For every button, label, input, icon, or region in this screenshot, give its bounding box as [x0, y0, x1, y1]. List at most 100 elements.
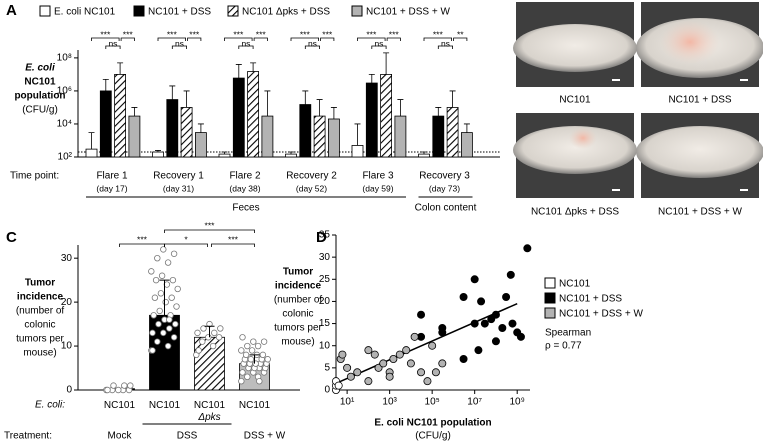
error-bar — [250, 62, 257, 72]
data-point — [410, 332, 419, 341]
y-tick-label: 10² — [58, 152, 73, 163]
data-point — [364, 346, 373, 355]
significance-label: *** — [433, 29, 444, 39]
data-point — [195, 347, 202, 354]
x-tick-label: 10⁷ — [467, 397, 482, 408]
significance-bracket — [91, 37, 120, 41]
y-axis-label: tumors per — [16, 334, 64, 345]
tissue — [636, 126, 763, 178]
data-point — [264, 356, 271, 363]
data-point — [389, 354, 398, 363]
bar — [394, 115, 407, 158]
bar — [432, 115, 445, 158]
error-bar — [368, 74, 375, 84]
bar — [114, 74, 126, 158]
error-bar — [197, 123, 204, 133]
x-sublabel: (day 52) — [296, 183, 327, 193]
y-axis-label: (number of — [274, 295, 323, 306]
y-tick-label: 10⁴ — [57, 119, 72, 130]
significance-bracket — [157, 37, 186, 41]
data-point — [149, 329, 156, 337]
data-point — [480, 319, 489, 328]
x-tick-label: Flare 1 — [96, 171, 128, 182]
data-point — [431, 368, 440, 377]
group-label: Colon content — [415, 203, 477, 214]
trend-line — [335, 302, 518, 385]
data-point — [254, 342, 262, 350]
data-point — [438, 328, 447, 337]
significance-label: ** — [457, 29, 464, 39]
y-axis-label: (CFU/g) — [22, 105, 58, 116]
x-sublabel: (day 31) — [163, 183, 194, 193]
y-axis-label: mouse) — [281, 337, 314, 348]
bar — [194, 336, 225, 391]
tumor — [660, 20, 720, 64]
significance-label: *** — [233, 29, 244, 39]
data-point — [248, 347, 256, 354]
bar — [285, 153, 297, 158]
data-point — [205, 334, 212, 341]
data-point — [477, 297, 486, 306]
error-bar — [117, 62, 124, 75]
data-point — [154, 338, 161, 345]
data-point — [199, 338, 206, 345]
significance-label: *** — [137, 234, 148, 244]
data-point — [164, 342, 172, 350]
data-point — [385, 372, 394, 381]
data-point — [173, 303, 180, 310]
data-point — [459, 354, 468, 363]
significance-bracket — [211, 243, 255, 247]
x-sublabel: (day 17) — [96, 183, 127, 193]
data-point — [156, 307, 163, 315]
stat-value: ρ = 0.77 — [545, 341, 582, 352]
bar — [194, 132, 207, 158]
bar — [446, 107, 459, 158]
bar — [180, 107, 193, 158]
legend-swatch — [544, 292, 556, 304]
data-point — [170, 334, 178, 341]
data-point — [110, 382, 117, 389]
error-bar — [249, 354, 260, 364]
x-axis-label: (CFU/g) — [415, 431, 451, 442]
x-tick-label: Recovery 2 — [286, 171, 337, 182]
x-sublabel: (day 73) — [429, 183, 460, 193]
y-axis-label: colonic — [282, 309, 313, 320]
data-point — [498, 323, 507, 332]
y-tick-label: 30 — [61, 253, 73, 264]
row-label: E. coli: — [35, 400, 65, 411]
significance-label: ns — [241, 38, 250, 48]
significance-label: ns — [175, 38, 184, 48]
significance-label: *** — [389, 29, 400, 39]
significance-bracket — [371, 45, 387, 49]
error-bar — [183, 90, 190, 108]
error-bar — [302, 90, 309, 105]
error-bar — [102, 78, 109, 91]
bar — [166, 99, 179, 158]
y-axis-label: (number of — [16, 306, 65, 317]
data-point — [238, 347, 245, 354]
x-tick-label: NC101 Δpks — [194, 400, 226, 423]
bar — [99, 90, 112, 158]
data-point — [508, 319, 517, 328]
error-bar — [397, 99, 404, 117]
data-point — [155, 320, 162, 328]
significance-label: *** — [123, 29, 134, 39]
caption: NC101 — [559, 95, 591, 106]
y-tick-label: 25 — [319, 274, 331, 285]
caption: NC101 Δpks + DSS — [531, 207, 619, 218]
significance-bracket — [386, 37, 401, 41]
error-bar — [435, 107, 442, 117]
legend-swatch — [544, 307, 556, 319]
caption: NC101 + DSS + W — [658, 207, 742, 218]
error-bar — [221, 151, 228, 155]
legend-label: NC101 + DSS — [559, 294, 622, 305]
error-bar — [169, 85, 176, 100]
error-bar — [88, 132, 95, 150]
significance-label: *** — [189, 29, 200, 39]
bar — [232, 77, 245, 158]
panel-b: B NC101 NC101 + DSS NC101 Δpks + DSS NC1… — [513, 2, 763, 218]
data-point — [423, 377, 432, 386]
bar — [365, 82, 378, 158]
significance-bracket — [320, 37, 335, 41]
